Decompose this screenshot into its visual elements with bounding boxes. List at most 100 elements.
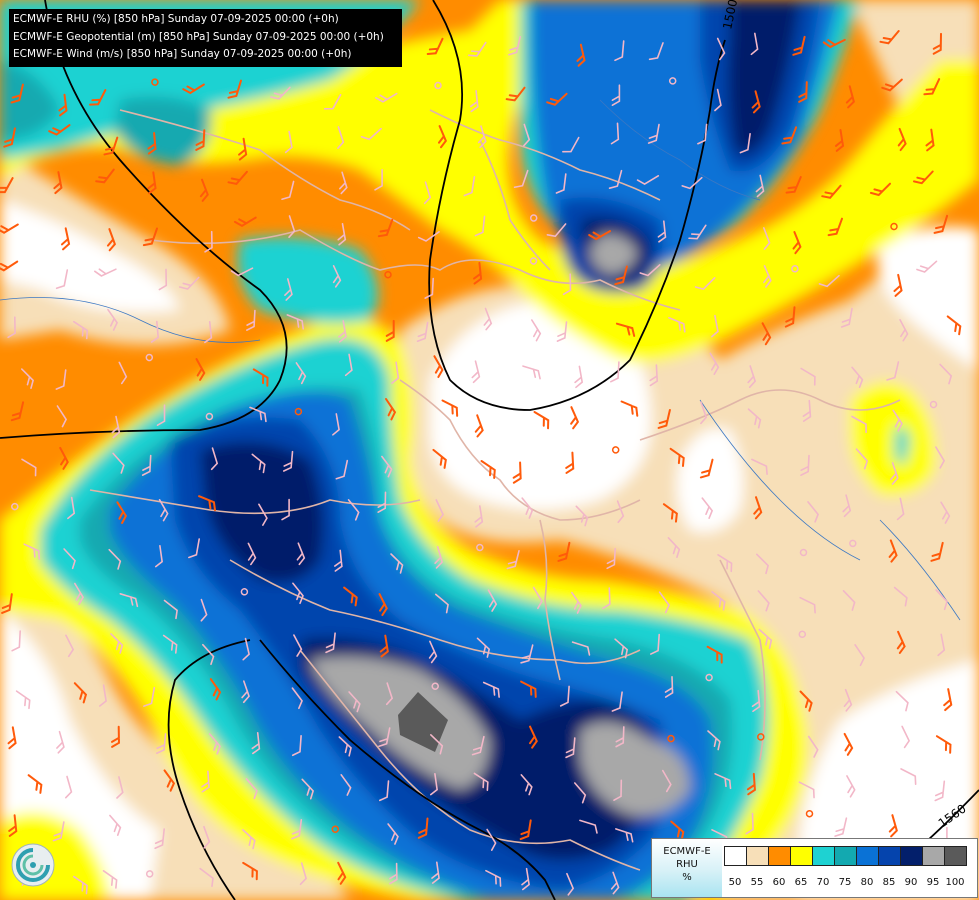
wind-barb [242,829,256,850]
legend-swatch-65 [790,846,813,866]
wind-barb [892,409,903,432]
wind-barb [533,411,550,430]
legend-swatch-60 [768,846,791,866]
wind-barb [334,549,343,572]
wind-barb [247,542,257,566]
wind-barb [474,414,484,438]
wind-barb [390,553,404,574]
wind-barb [233,216,257,227]
wind-barb [335,459,349,480]
wind-barb [668,316,686,333]
wind-barb [639,263,661,277]
wind-barb [156,404,166,427]
wind-barb [147,171,157,195]
wind-barb [110,725,120,748]
wind-barb [145,870,154,878]
wind-barb [559,685,570,707]
legend-swatch-80 [856,846,879,866]
wind-barb [241,680,250,704]
wind-barb [923,78,941,96]
wind-barb [566,872,575,896]
wind-barb [23,543,41,560]
wind-barb [647,123,660,144]
wind-barb [240,588,249,596]
wind-barb [281,180,295,201]
wind-barb [845,85,855,109]
wind-barb [384,270,392,279]
wind-barb [89,89,107,106]
wind-barb [614,638,629,659]
rhu-band-70 [895,426,910,465]
wind-barb [762,227,771,250]
wind-barb [714,772,732,790]
wind-barb [162,634,178,654]
wind-barb [60,227,71,251]
wind-barb [103,136,119,156]
wind-barb [435,499,444,522]
wind-barb [63,548,76,570]
wind-barb [163,769,176,792]
wind-barb [474,215,486,237]
wind-barb [58,93,68,117]
country-border [119,109,411,231]
wind-barb [471,735,485,756]
wind-barb [434,545,444,569]
wind-barb [881,78,903,92]
wind-barb [15,690,31,710]
wind-barb [94,268,117,277]
rhu-band-50 [877,226,979,370]
wind-barb [935,589,948,611]
wind-barb [893,586,908,607]
wind-barb [522,365,541,380]
wind-barb [532,586,543,610]
wind-barb [849,539,857,548]
wind-barb [523,123,531,147]
legend-swatch-70 [812,846,835,866]
wind-barb [296,542,306,566]
wind-barb [344,353,353,377]
wind-barb [513,169,529,189]
wind-barb [508,35,522,56]
wind-barb [151,78,159,86]
wind-barb [188,538,200,559]
rhu-band-90 [200,442,324,583]
river [599,99,761,201]
wind-barb [807,501,819,523]
wind-barb [528,725,538,749]
wind-barb [791,265,799,273]
wind-barb [119,592,139,608]
rhu-band-70 [237,236,378,324]
wind-barb [900,768,917,786]
wind-barb [753,496,763,520]
wind-barb [565,737,576,759]
wind-barb [611,691,623,712]
rhu-band-75 [0,60,60,140]
wind-barb [20,368,35,389]
wind-barb [27,774,43,794]
legend-swatch-100 [944,846,967,866]
wind-barb [879,30,900,45]
wind-barb [930,541,944,562]
wind-barb [611,84,621,106]
wind-barb [3,127,16,148]
wind-barb [200,598,208,622]
wind-barb [529,214,538,222]
legend-variable: RHU [676,859,698,870]
wind-barb [899,318,909,342]
rhu-legend: ECMWF-E RHU % 50 55 60 65 70 75 80 85 90 95 100 [651,838,978,898]
wind-barb [943,688,953,712]
legend-tick-95: 95 [926,877,940,888]
wind-barb [751,458,768,475]
wind-barb [10,401,25,422]
wind-barb [11,502,19,511]
wind-barb [432,448,447,469]
wind-barb [505,86,526,102]
wind-barb [784,306,796,328]
wind-barb [378,727,391,748]
geopotential-contour [428,0,726,411]
wind-barb [338,171,348,195]
wind-barb [109,814,122,836]
wind-barb [562,136,580,153]
legend-tick-100: 100 [945,877,965,888]
